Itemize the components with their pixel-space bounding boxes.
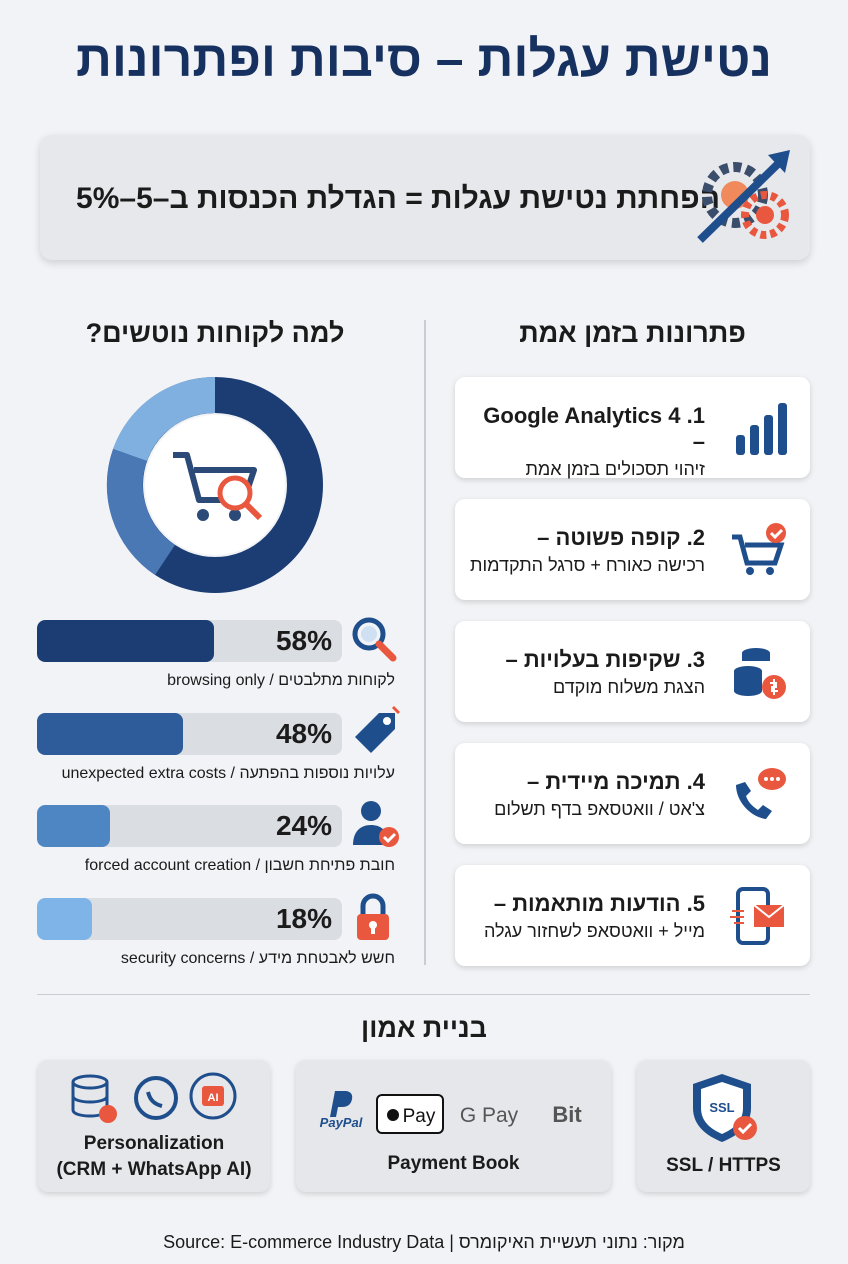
logo-text: PayPal: [320, 1115, 363, 1130]
solution-card: 2. קופה פשוטה – רכישה כאורח + סרגל התקדמו…: [455, 499, 810, 600]
payment-card: PayPal Pay G Pay Bit Payment Book: [296, 1060, 611, 1192]
solution-text: 5. הודעות מותאמות – מייל + וואטסאפ לשחזור…: [465, 891, 705, 942]
payment-logos: PayPal Pay G Pay Bit: [320, 1091, 582, 1134]
solution-subtitle: רכישה כאורח + סרגל התקדמות: [470, 555, 705, 575]
bar-value-label: 48%: [275, 717, 332, 749]
solution-title: 2. קופה פשוטה –: [537, 525, 705, 550]
logo-text: G Pay: [460, 1104, 519, 1127]
bar-track: [37, 805, 342, 848]
solution-subtitle: זיהוי תסכולים בזמן אמת: [525, 459, 705, 479]
bar-track: [37, 898, 342, 941]
solution-icon: [732, 523, 786, 575]
solution-subtitle: צ'אט / וואטסאפ בדף תשלום: [494, 799, 705, 819]
divider: [424, 320, 426, 965]
solution-icon: [736, 403, 787, 455]
bar-track: [37, 712, 342, 755]
bar-track: [37, 620, 342, 662]
solution-title: 5. הודעות מותאמות –: [493, 891, 705, 916]
trust-title: בניית אמון: [361, 1013, 487, 1043]
banner-text: הפחתת נטישת עגלות = הגדלת הכנסות ב–5–5%: [76, 182, 720, 215]
solution-icon: [734, 648, 786, 699]
personalization-sublabel: (CRM + WhatsApp AI): [56, 1159, 252, 1180]
source: מקור: נתוני תעשיית האיקומרס | Source: E-…: [163, 1232, 685, 1252]
solution-text: 2. קופה פשוטה – רכישה כאורח + סרגל התקדמו…: [465, 525, 705, 576]
personalization-card: AI Personalization (CRM + WhatsApp AI): [38, 1060, 270, 1192]
ssl-label: SSL / HTTPS: [666, 1155, 781, 1176]
ssl-icon: SSL: [693, 1074, 757, 1142]
reason-icon: [357, 893, 389, 941]
solution-subtitle: מייל + וואטסאפ לשחזור עגלה: [483, 921, 705, 941]
reasons-title: למה לקוחות נוטשים?: [85, 318, 345, 348]
payment-label: Payment Book: [387, 1153, 520, 1174]
ai-icon-text: AI: [208, 1092, 219, 1104]
personalization-label: Personalization: [83, 1133, 225, 1154]
reason-icon: [352, 617, 397, 662]
bar: [37, 712, 184, 755]
bar: [37, 620, 214, 662]
solution-card: 5. הודעות מותאמות – מייל + וואטסאפ לשחזור…: [455, 865, 810, 966]
solution-text: 4. תמיכה מיידית – צ'אט / וואטסאפ בדף תשלו…: [465, 769, 705, 820]
bar-value-label: 24%: [275, 810, 332, 842]
solution-text: 1. Google Analytics 4 – זיהוי תסכולים בזמ…: [465, 403, 705, 480]
bar-value-label: 58%: [275, 625, 332, 656]
solution-card: 4. תמיכה מיידית – צ'אט / וואטסאפ בדף תשלו…: [455, 743, 810, 844]
reason-label: חשש לאבטחת מידע / security concerns: [120, 950, 395, 968]
logo-text: Bit: [552, 1102, 582, 1127]
title: נטישת עגלות – סיבות ופתרונות: [76, 31, 772, 87]
bar: [37, 805, 111, 848]
solution-subtitle: הצגת משלוח מוקדם: [553, 677, 705, 697]
reason-label: חובת פתיחת חשבון / forced account creati…: [84, 857, 395, 875]
personalization-icons: AI: [71, 1072, 237, 1123]
growth-icon: [697, 150, 790, 243]
ssl-icon-text: SSL: [709, 1100, 734, 1115]
solution-title: 3. שקיפות בעלויות –: [505, 647, 705, 672]
solution-icon: [736, 768, 786, 819]
logo-text: Pay: [403, 1106, 436, 1127]
reason-label: עלויות נוספות בהפתעה / unexpected extra …: [61, 764, 395, 782]
solution-icon: [730, 887, 785, 945]
solution-title: 4. תמיכה מיידית –: [527, 769, 705, 794]
solutions-title: פתרונות בזמן אמת: [519, 318, 746, 348]
bar: [37, 898, 92, 941]
solution-title: 1. Google Analytics 4 –: [483, 403, 705, 454]
separator: [37, 994, 810, 995]
reason-icon: [353, 801, 399, 848]
banner: [40, 135, 810, 260]
solution-text: 3. שקיפות בעלויות – הצגת משלוח מוקדם: [465, 647, 705, 698]
bar-value-label: 18%: [275, 903, 332, 935]
ssl-card: SSL SSL / HTTPS: [637, 1060, 810, 1192]
reason-label: לקוחות מתלבטים / browsing only: [167, 672, 395, 689]
reason-icon: [355, 705, 401, 753]
donut: [106, 376, 323, 593]
